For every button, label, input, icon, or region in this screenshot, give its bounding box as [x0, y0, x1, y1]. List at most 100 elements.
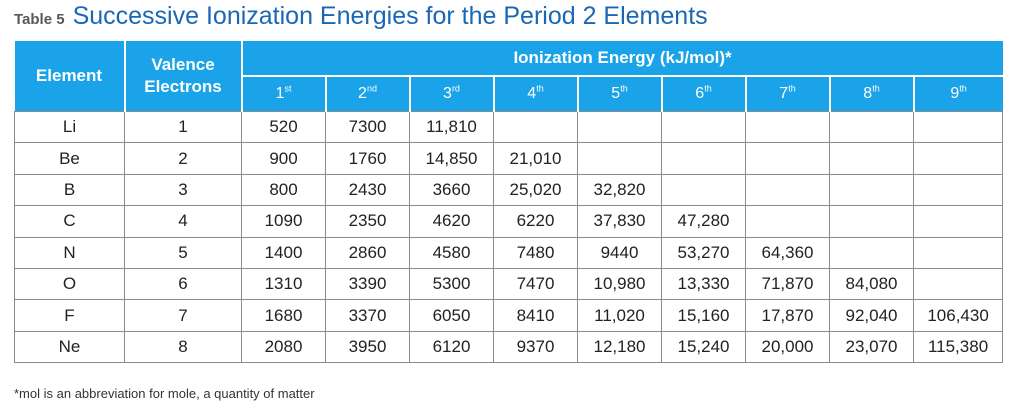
valence-cell: 8: [124, 330, 242, 364]
valence-cell: 6: [124, 267, 242, 301]
ordinal-number: 3: [443, 85, 452, 102]
energy-cell: 4620: [409, 205, 494, 238]
valence-cell: 7: [124, 299, 242, 332]
energy-cell: 1310: [241, 267, 326, 301]
ordinal-number: 5: [611, 85, 621, 102]
header-ordinal: 3rd: [408, 75, 494, 112]
energy-cell: [829, 110, 914, 144]
energy-cell: [493, 110, 578, 144]
energy-cell: 3370: [325, 299, 410, 332]
header-ionization-energy: Ionization Energy (kJ/mol)*: [240, 41, 1003, 76]
ordinal-number: 1: [275, 85, 285, 102]
element-cell: B: [14, 173, 125, 207]
energy-cell: 17,870: [745, 299, 830, 332]
ordinal-suffix: th: [788, 83, 796, 94]
table-row: F 7 1680 3370 6050 8410 11,020 15,160 17,870 92,0…: [14, 299, 1004, 332]
energy-cell: 7300: [325, 110, 410, 144]
energy-cell: 115,380: [912, 330, 1004, 364]
energy-cell: [912, 267, 1004, 301]
energy-cell: 4580: [409, 236, 494, 269]
energy-cell: 14,850: [409, 142, 494, 175]
table-row: Be 2 900 1760 14,850 21,010: [14, 142, 1004, 175]
ionization-energy-table: Element Valence Electrons Ionization Ene…: [14, 41, 1004, 364]
element-cell: Li: [14, 110, 125, 144]
energy-cell: 1400: [241, 236, 326, 269]
element-cell: F: [14, 299, 125, 332]
element-cell: Ne: [14, 330, 125, 364]
energy-cell: [745, 173, 830, 207]
header-ordinal: 8th: [828, 75, 914, 112]
energy-cell: 2430: [325, 173, 410, 207]
energy-cell: 6050: [409, 299, 494, 332]
energy-cell: 20,000: [745, 330, 830, 364]
header-ordinal: 5th: [576, 75, 662, 112]
ordinal-suffix: nd: [366, 83, 377, 94]
energy-cell: 520: [241, 110, 326, 144]
energy-cell: 53,270: [661, 236, 746, 269]
energy-cell: [912, 110, 1004, 144]
valence-cell: 5: [124, 236, 242, 269]
energy-cell: [829, 236, 914, 269]
energy-cell: 92,040: [829, 299, 914, 332]
energy-cell: 7480: [493, 236, 578, 269]
table-row: Li 1 520 7300 11,810: [14, 110, 1004, 144]
energy-cell: [745, 205, 830, 238]
energy-cell: 800: [241, 173, 326, 207]
header-ordinal: 4th: [492, 75, 578, 112]
header-ordinal: 1st: [240, 75, 326, 112]
energy-cell: 10,980: [577, 267, 662, 301]
energy-cell: 1680: [241, 299, 326, 332]
energy-cell: 1760: [325, 142, 410, 175]
energy-cell: 3390: [325, 267, 410, 301]
energy-cell: 47,280: [661, 205, 746, 238]
energy-cell: 106,430: [912, 299, 1004, 332]
energy-cell: 11,020: [577, 299, 662, 332]
energy-cell: 1090: [241, 205, 326, 238]
header-ordinal: 6th: [660, 75, 746, 112]
valence-cell: 2: [124, 142, 242, 175]
ordinal-number: 8: [863, 85, 873, 102]
energy-cell: 15,240: [661, 330, 746, 364]
ordinal-suffix: th: [536, 83, 544, 94]
energy-cell: [745, 110, 830, 144]
valence-cell: 4: [124, 205, 242, 238]
energy-cell: 6120: [409, 330, 494, 364]
energy-cell: [829, 173, 914, 207]
element-cell: C: [14, 205, 125, 238]
energy-cell: 5300: [409, 267, 494, 301]
ordinal-number: 9: [950, 85, 960, 102]
energy-cell: 2080: [241, 330, 326, 364]
energy-cell: 25,020: [493, 173, 578, 207]
energy-cell: [829, 205, 914, 238]
footnote: *mol is an abbreviation for mole, a quan…: [14, 386, 315, 401]
energy-cell: 2350: [325, 205, 410, 238]
ordinal-suffix: th: [959, 83, 967, 94]
ordinal-suffix: th: [620, 83, 628, 94]
energy-cell: 15,160: [661, 299, 746, 332]
table-number: Table 5: [14, 11, 65, 28]
header-ordinal: 7th: [744, 75, 830, 112]
energy-cell: [661, 173, 746, 207]
ordinal-number: 7: [779, 85, 789, 102]
table-row: N 5 1400 2860 4580 7480 9440 53,270 64,360: [14, 236, 1004, 269]
header-element: Element: [14, 41, 125, 112]
energy-cell: 900: [241, 142, 326, 175]
table-row: Ne 8 2080 3950 6120 9370 12,180 15,240 20,000 23,…: [14, 330, 1004, 364]
ordinal-number: 6: [695, 85, 705, 102]
element-cell: Be: [14, 142, 125, 175]
energy-cell: 84,080: [829, 267, 914, 301]
ordinal-suffix: st: [284, 83, 292, 94]
energy-cell: [577, 142, 662, 175]
table-caption: Table 5 Successive Ionization Energies f…: [14, 2, 708, 38]
valence-cell: 1: [124, 110, 242, 144]
table-row: O 6 1310 3390 5300 7470 10,980 13,330 71,870 84,0…: [14, 267, 1004, 301]
ordinal-number: 4: [527, 85, 537, 102]
ordinal-suffix: th: [704, 83, 712, 94]
energy-cell: 71,870: [745, 267, 830, 301]
energy-cell: [661, 142, 746, 175]
element-cell: N: [14, 236, 125, 269]
energy-cell: [829, 142, 914, 175]
energy-cell: 23,070: [829, 330, 914, 364]
energy-cell: [661, 110, 746, 144]
table-row: B 3 800 2430 3660 25,020 32,820: [14, 173, 1004, 207]
